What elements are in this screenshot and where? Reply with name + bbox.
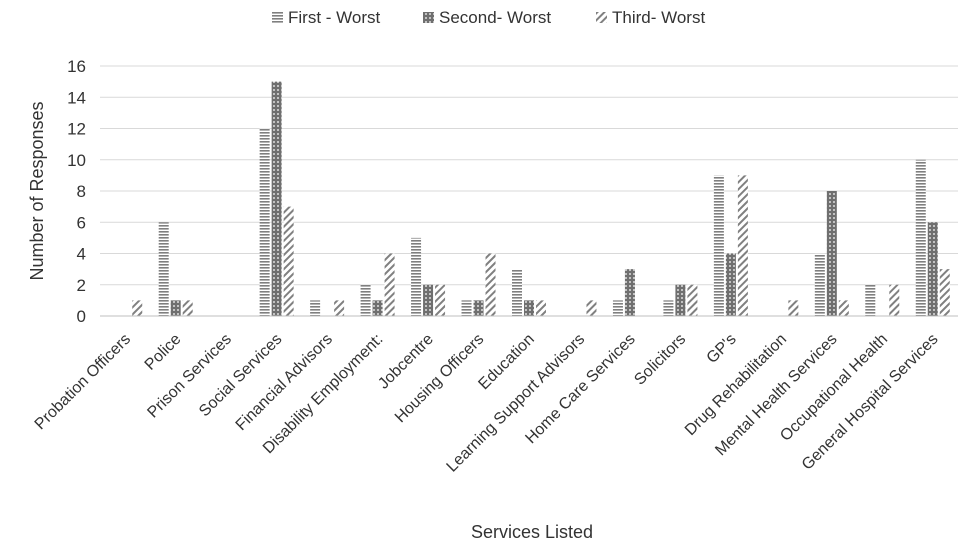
- bar: [182, 300, 193, 316]
- bar: [814, 253, 825, 316]
- x-axis-title: Services Listed: [471, 522, 593, 542]
- bar: [372, 300, 383, 316]
- bar: [384, 253, 395, 316]
- bar: [927, 222, 938, 316]
- bar: [675, 284, 686, 316]
- y-axis-ticks: 0 2 4 6 8 10 12 14 16: [67, 57, 86, 326]
- bar: [915, 159, 926, 316]
- bar: [461, 300, 472, 316]
- y-tick-label: 4: [77, 245, 86, 264]
- bar: [334, 300, 345, 316]
- y-tick-label: 2: [77, 276, 86, 295]
- x-tick-label: Housing Officers: [392, 331, 487, 426]
- bars: [132, 81, 950, 316]
- bar: [473, 300, 484, 316]
- bar: [310, 300, 321, 316]
- y-axis-title: Number of Responses: [27, 101, 47, 280]
- bar: [158, 222, 169, 316]
- x-tick-label: Solicitors: [631, 331, 689, 389]
- y-tick-label: 6: [77, 213, 86, 232]
- bar: [713, 175, 724, 316]
- bar: [788, 300, 799, 316]
- bar: [737, 175, 748, 316]
- bar: [512, 269, 522, 316]
- y-tick-label: 0: [77, 307, 86, 326]
- y-tick-label: 16: [67, 57, 86, 76]
- y-tick-label: 12: [67, 120, 86, 139]
- bar: [939, 269, 950, 316]
- x-tick-label: Police: [142, 331, 185, 374]
- bar: [271, 81, 282, 316]
- legend-swatch: [272, 12, 283, 23]
- bar: [624, 269, 635, 316]
- legend-swatch: [423, 12, 434, 23]
- y-tick-label: 10: [67, 151, 86, 170]
- bar: [687, 284, 698, 316]
- bar: [586, 300, 597, 316]
- bar: [889, 284, 900, 316]
- bar: [524, 300, 534, 316]
- bar: [423, 284, 434, 316]
- legend-label: First - Worst: [288, 8, 381, 27]
- bar: [411, 237, 422, 316]
- legend-swatch: [596, 12, 607, 23]
- gridlines: [100, 65, 958, 286]
- bar: [663, 300, 674, 316]
- x-tick-label: Financial Advisors: [233, 331, 336, 434]
- y-tick-label: 8: [77, 182, 86, 201]
- bar: [865, 284, 876, 316]
- bar: [826, 191, 837, 316]
- bar: [132, 300, 143, 316]
- x-tick-label: Probation Officers: [32, 331, 134, 433]
- bar: [612, 300, 623, 316]
- bar: [536, 300, 546, 316]
- bar: [170, 300, 181, 316]
- bar: [360, 284, 371, 316]
- bar: [838, 300, 849, 316]
- legend-label: Second- Worst: [439, 8, 551, 27]
- bar: [485, 253, 496, 316]
- legend: First - Worst Second- Worst Third- Worst: [272, 8, 705, 27]
- bar: [435, 284, 446, 316]
- bar: [725, 253, 736, 316]
- bar: [283, 206, 294, 316]
- legend-label: Third- Worst: [612, 8, 705, 27]
- y-tick-label: 14: [67, 88, 86, 107]
- bar: [259, 128, 270, 316]
- x-tick-label: GP's: [704, 331, 740, 367]
